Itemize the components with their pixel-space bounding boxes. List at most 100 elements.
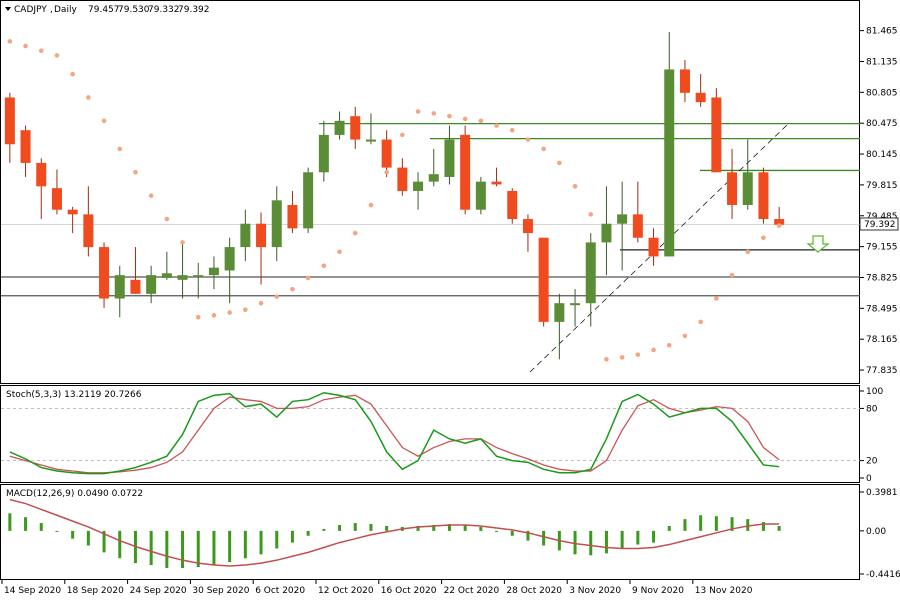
candle-body bbox=[130, 279, 141, 294]
macd-bar bbox=[714, 516, 718, 531]
sar-dot bbox=[714, 296, 719, 301]
macd-tick-label: -0.4416 bbox=[866, 570, 900, 580]
candle-body bbox=[742, 172, 753, 206]
macd-bar bbox=[353, 523, 357, 531]
candle-body bbox=[491, 181, 502, 185]
sar-dot bbox=[290, 286, 295, 292]
macd-bar bbox=[432, 525, 436, 531]
candle bbox=[193, 262, 204, 299]
current-price-label: 79.392 bbox=[864, 220, 896, 230]
candle-body bbox=[460, 134, 471, 210]
sar-dot bbox=[698, 319, 703, 325]
candle bbox=[4, 92, 15, 163]
candle-body bbox=[240, 223, 251, 248]
sar-dot bbox=[462, 116, 468, 122]
macd-bar bbox=[479, 526, 483, 531]
candle bbox=[491, 167, 502, 187]
candle-body bbox=[522, 219, 533, 234]
candle-body bbox=[83, 214, 94, 248]
sar-dot bbox=[321, 263, 327, 269]
candle-body bbox=[632, 214, 643, 238]
candle bbox=[99, 242, 110, 308]
candle-body bbox=[146, 275, 157, 294]
macd-bar bbox=[761, 522, 765, 531]
time-axis: 14 Sep 2020 18 Sep 2020 24 Sep 2020 30 Sep … bbox=[1, 580, 753, 596]
stochastic-lines bbox=[1, 391, 860, 475]
macd-bar bbox=[652, 530, 656, 543]
candle-body bbox=[303, 172, 314, 229]
sar-dot bbox=[148, 193, 154, 198]
candle bbox=[554, 293, 565, 360]
candle-body bbox=[570, 303, 581, 306]
candle-body bbox=[51, 188, 62, 210]
sar-dot bbox=[557, 160, 562, 166]
candle-body bbox=[161, 273, 172, 278]
macd-bar bbox=[416, 525, 420, 531]
sar-dot bbox=[180, 240, 185, 245]
candle bbox=[507, 188, 518, 224]
candle bbox=[318, 120, 329, 182]
price-tick-label: 79.155 bbox=[866, 243, 898, 253]
macd-bar bbox=[149, 530, 153, 566]
candle-body bbox=[475, 181, 486, 210]
candle bbox=[695, 74, 706, 107]
time-tick-label: 28 Oct 2020 bbox=[506, 586, 562, 596]
candle-body bbox=[758, 172, 769, 220]
time-tick-label: 24 Sep 2020 bbox=[130, 586, 187, 596]
candle-body bbox=[334, 120, 345, 135]
candle-body bbox=[585, 242, 596, 304]
stoch-main-line bbox=[9, 391, 780, 475]
candle-body bbox=[350, 116, 361, 140]
macd-series bbox=[8, 498, 781, 568]
sar-dot bbox=[651, 347, 656, 353]
macd-bar bbox=[746, 519, 750, 531]
macd-bar bbox=[683, 519, 687, 531]
candle-body bbox=[36, 162, 47, 187]
macd-bar bbox=[212, 530, 216, 566]
macd-bar bbox=[275, 530, 279, 549]
candle-body bbox=[318, 134, 329, 173]
candle bbox=[664, 32, 675, 257]
candle bbox=[224, 237, 235, 304]
sar-dot bbox=[133, 169, 138, 175]
macd-signal-line bbox=[9, 498, 780, 567]
stoch-label: Stoch(5,3,3) 13.2119 20.7266 bbox=[6, 390, 142, 400]
candle-body bbox=[554, 303, 565, 322]
candle bbox=[428, 148, 439, 187]
sar-dot bbox=[86, 95, 91, 100]
candle-body bbox=[67, 209, 78, 215]
macd-tick-label: 0.3981 bbox=[866, 488, 898, 498]
parabolic-sar bbox=[7, 39, 782, 362]
down-arrow-icon[interactable] bbox=[806, 235, 830, 253]
sar-dot bbox=[572, 184, 578, 189]
candle-body bbox=[177, 275, 188, 280]
candle-body bbox=[381, 139, 392, 168]
candle-body bbox=[20, 130, 31, 163]
stoch-tick-label: 20 bbox=[866, 457, 878, 467]
macd-bar bbox=[8, 513, 12, 531]
candle bbox=[381, 130, 392, 177]
candle-body bbox=[538, 237, 549, 322]
candle bbox=[679, 60, 690, 103]
candle bbox=[570, 289, 581, 327]
sar-dot bbox=[368, 202, 374, 208]
low-value: 79.332 bbox=[148, 5, 180, 15]
stoch-tick-label: 100 bbox=[866, 387, 883, 397]
sar-dot bbox=[274, 294, 280, 299]
sar-dot bbox=[38, 48, 44, 54]
time-tick-label: 30 Sep 2020 bbox=[192, 586, 249, 596]
price-tick-label: 79.485 bbox=[866, 212, 898, 222]
sar-dot bbox=[682, 333, 688, 339]
candle bbox=[617, 181, 628, 271]
dropdown-triangle-icon[interactable] bbox=[5, 7, 11, 11]
candle-body bbox=[711, 97, 722, 173]
sar-dot bbox=[164, 216, 170, 222]
macd-bar bbox=[369, 524, 373, 531]
sar-dot bbox=[384, 169, 389, 175]
sar-dot bbox=[305, 275, 311, 281]
sar-dot bbox=[541, 146, 546, 152]
candle-body bbox=[428, 174, 439, 182]
candle-body bbox=[507, 190, 518, 220]
